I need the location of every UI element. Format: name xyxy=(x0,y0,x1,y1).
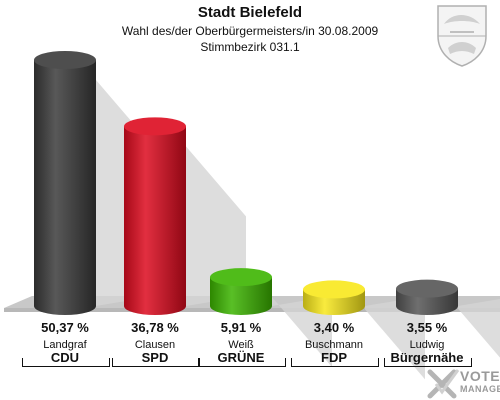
candidate-label: Ludwig xyxy=(409,339,445,351)
bar-body xyxy=(210,277,272,315)
candidate-label: Buschmann xyxy=(304,339,364,351)
bar-cdu xyxy=(34,51,96,315)
party-label: CDU xyxy=(50,350,80,365)
value-label: 5,91 % xyxy=(220,320,262,335)
party-label: GRÜNE xyxy=(217,350,265,365)
value-label: 50,37 % xyxy=(41,320,89,335)
bar-shadow-4 xyxy=(458,299,500,358)
party-label: FDP xyxy=(321,350,347,365)
value-label: 3,40 % xyxy=(313,320,355,335)
candidate-label: Clausen xyxy=(134,339,176,351)
bar-shadow-3 xyxy=(365,296,425,380)
bar-top xyxy=(396,279,458,298)
bar-shadow-1 xyxy=(186,146,246,306)
logo-text-manager: MANAGER xyxy=(460,384,500,394)
category-bracket xyxy=(22,358,110,367)
value-label: 36,78 % xyxy=(131,320,179,335)
bar-shadow-2 xyxy=(272,296,332,368)
category-bracket xyxy=(198,358,286,367)
category-bracket xyxy=(112,358,200,367)
candidate-label: Landgraf xyxy=(43,339,87,351)
vote-manager-logo-icon xyxy=(427,369,460,399)
bar-body xyxy=(34,60,96,315)
bar-bürgernähe xyxy=(396,279,458,315)
candidate-label: Weiß xyxy=(228,339,254,351)
bar-top xyxy=(34,51,96,69)
bar-top xyxy=(303,280,365,299)
party-label: SPD xyxy=(141,350,169,365)
category-bracket xyxy=(384,358,472,367)
bar-top xyxy=(210,268,272,287)
chart-subtitle: Wahl des/der Oberbürgermeisters/in 30.08… xyxy=(121,24,379,38)
bars xyxy=(34,51,500,380)
value-label: 3,55 % xyxy=(406,320,448,335)
party-label: Bürgernähe xyxy=(390,350,464,365)
chart-title: Stadt Bielefeld xyxy=(197,4,303,21)
bar-fdp xyxy=(303,280,365,315)
bar-top xyxy=(124,117,186,136)
bar-body xyxy=(124,126,186,316)
bar-grüne xyxy=(210,268,272,315)
city-crest-icon xyxy=(437,5,487,67)
chart-district: Stimmbezirk 031.1 xyxy=(200,40,300,54)
category-bracket xyxy=(291,358,379,367)
logo-text-vote: VOTE xyxy=(460,368,500,384)
bar-spd xyxy=(124,117,186,316)
